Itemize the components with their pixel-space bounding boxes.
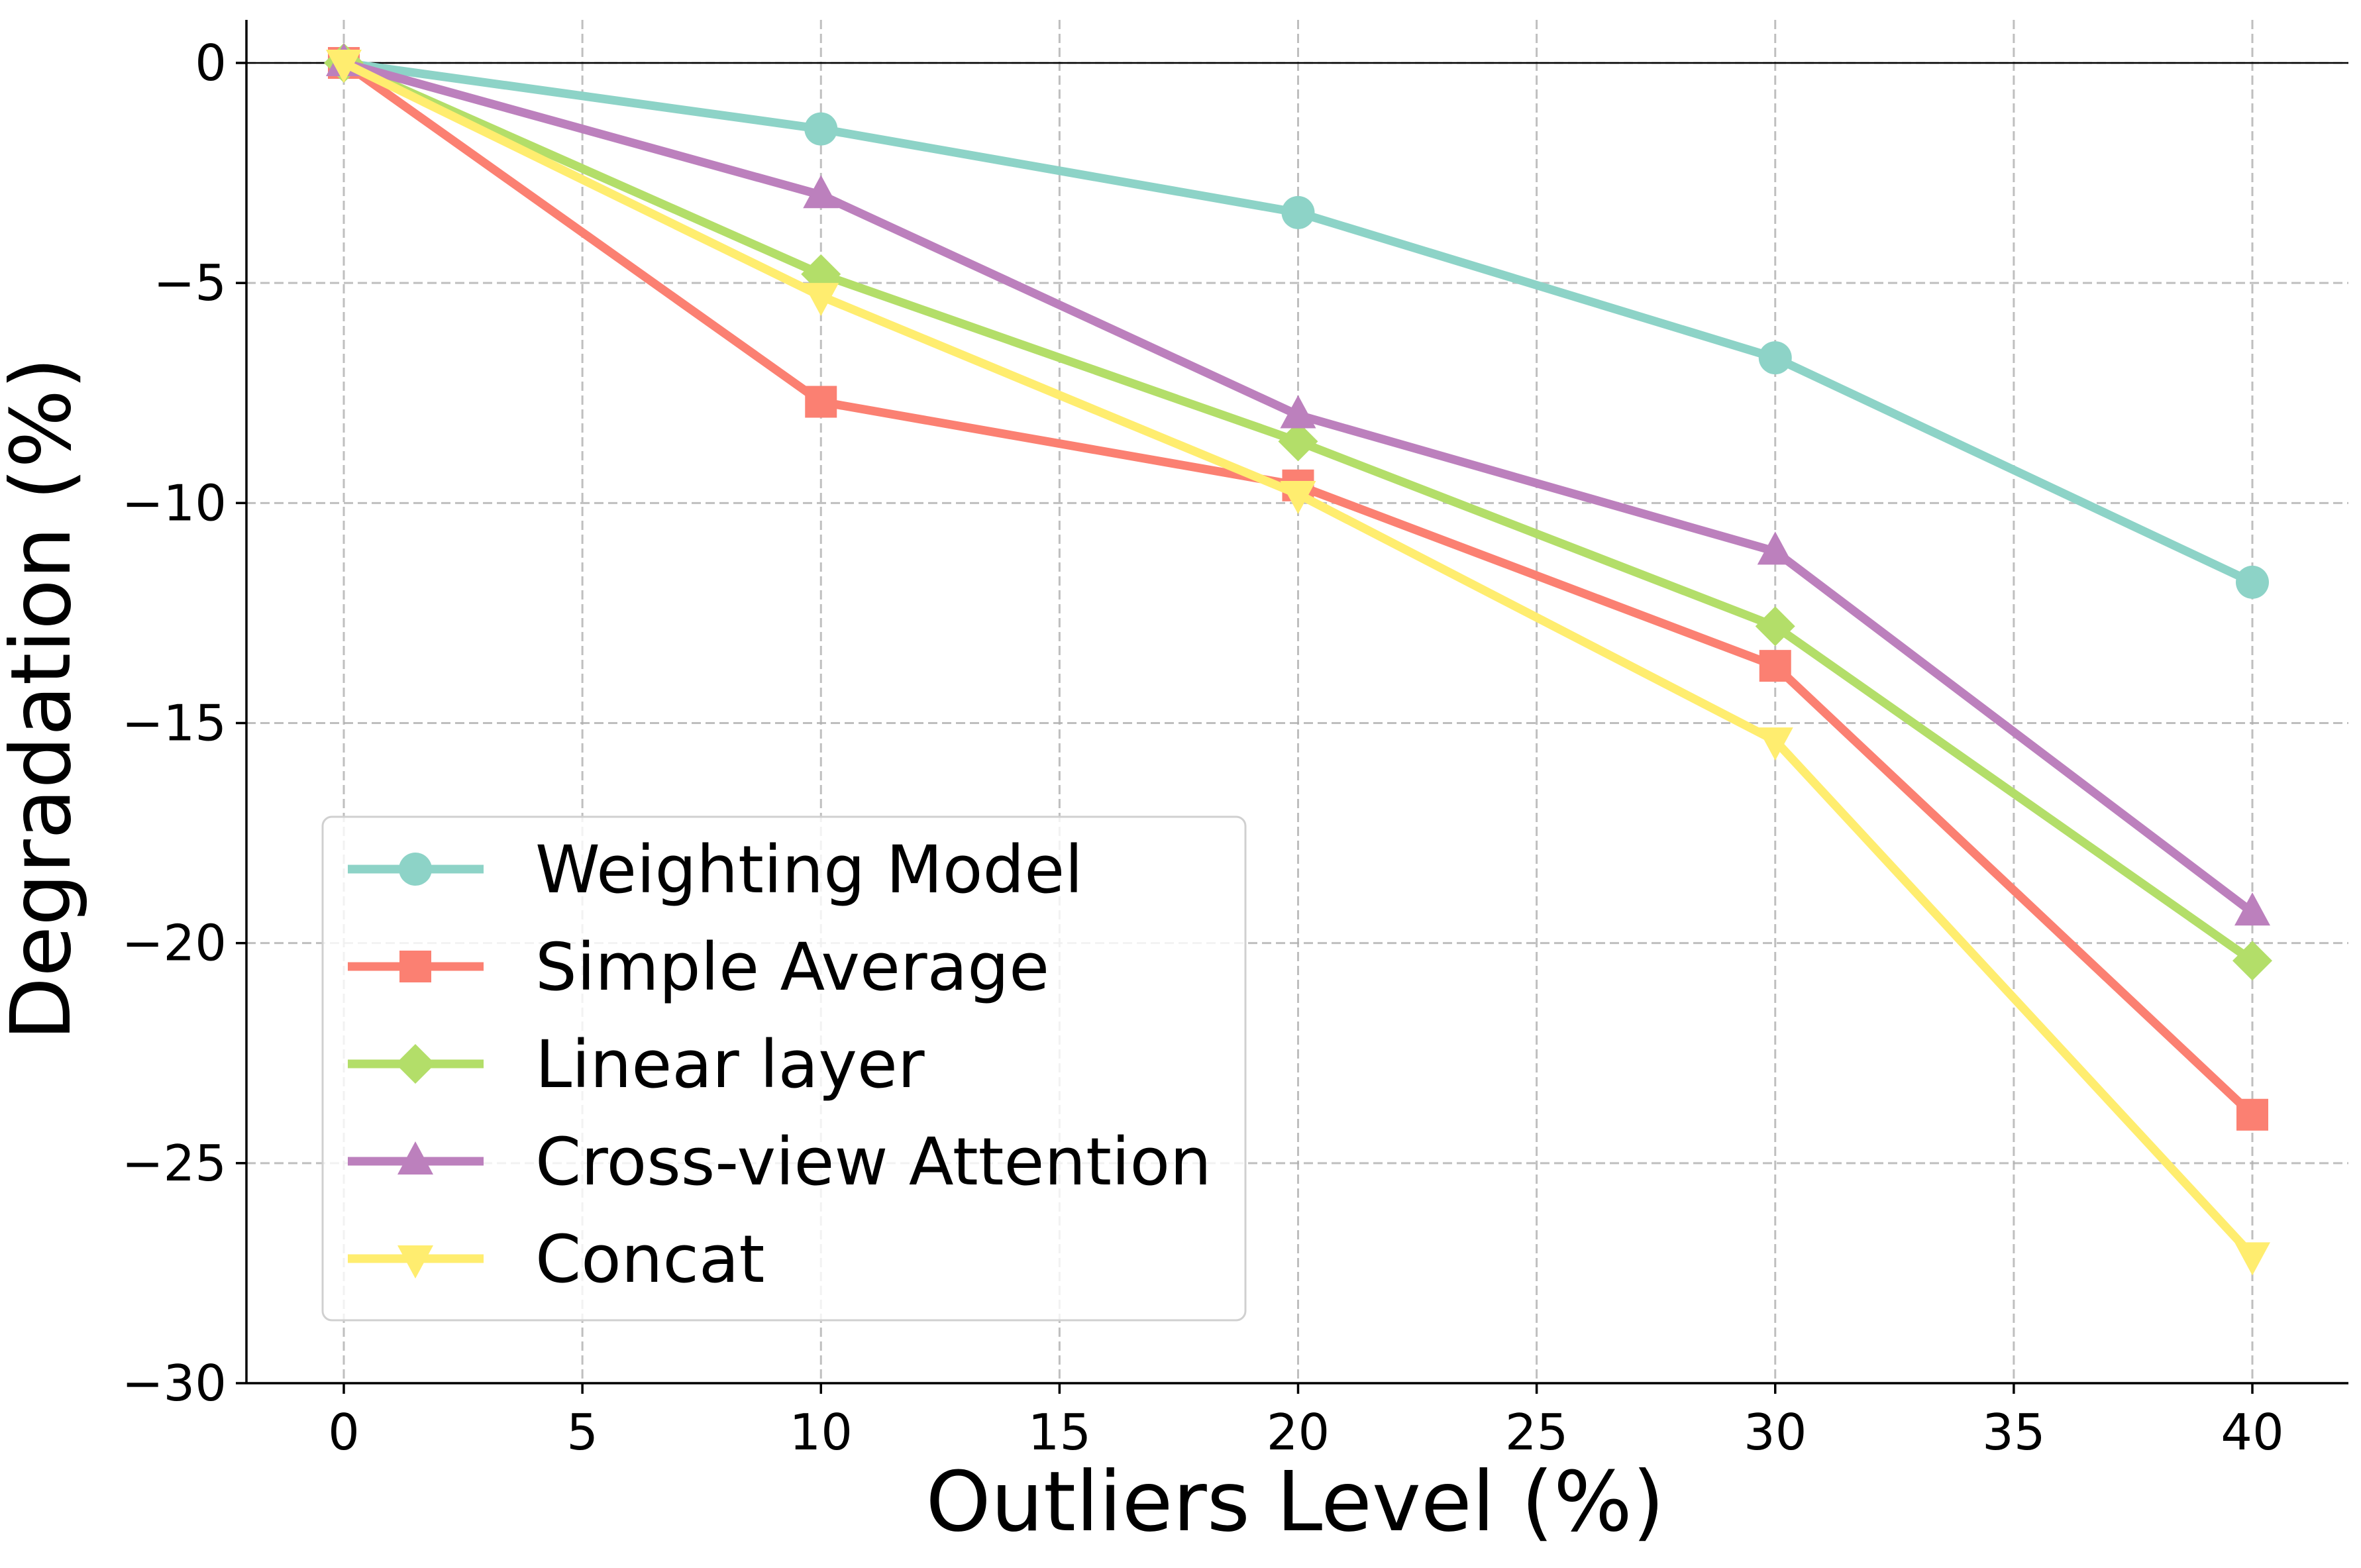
- x-axis-label: Outliers Level (%): [925, 1454, 1664, 1550]
- data-point-cross-view-attention-2: [1280, 395, 1316, 429]
- y-axis-label: Degradation (%): [0, 357, 89, 1041]
- data-point-concat-2: [1280, 481, 1316, 515]
- legend-marker-linear-layer: [395, 1044, 435, 1084]
- legend-label-concat: Concat: [535, 1222, 764, 1298]
- data-point-concat-0: [326, 50, 362, 83]
- x-tick-label-4: 20: [1267, 1403, 1330, 1461]
- legend-marker-cross-view-attention: [397, 1141, 433, 1175]
- legend-box: [321, 815, 1247, 1322]
- x-tick-label-5: 25: [1505, 1403, 1568, 1461]
- legend-item-weighting-model: Weighting Model: [348, 832, 1083, 908]
- y-tick-label-5: −25: [122, 1134, 227, 1192]
- y-tick-label-2: −10: [122, 474, 227, 532]
- y-tick-label-0: 0: [195, 34, 227, 92]
- data-point-simple-average-3: [1759, 650, 1791, 682]
- tick-labels-layer: 0 5 10 15 20 25 30 35 40 0 −5 −10 −15 −20 −25 −30: [122, 34, 2284, 1461]
- legend-marker-concat: [397, 1245, 433, 1279]
- data-point-linear-layer-4: [2232, 941, 2272, 981]
- legend-marker-simple-average: [399, 951, 431, 982]
- data-point-weighting-model-2: [1281, 195, 1315, 229]
- data-point-concat-1: [803, 283, 839, 317]
- data-point-simple-average-1: [805, 386, 837, 418]
- y-tick-label-1: −5: [153, 254, 227, 312]
- y-tick-label-6: −30: [122, 1354, 227, 1412]
- data-point-linear-layer-2: [1278, 421, 1318, 462]
- x-tick-label-2: 10: [790, 1403, 853, 1461]
- legend-marker-weighting-model: [399, 853, 432, 886]
- data-point-linear-layer-3: [1755, 606, 1795, 647]
- data-point-concat-4: [2234, 1242, 2270, 1276]
- data-point-cross-view-attention-3: [1757, 531, 1793, 565]
- x-tick-label-8: 40: [2221, 1403, 2283, 1461]
- x-tick-label-6: 30: [1744, 1403, 1807, 1461]
- legend-item-cross-view-attention: Cross-view Attention: [348, 1124, 1212, 1200]
- y-tick-label-4: −20: [122, 914, 227, 972]
- legend-label-weighting-model: Weighting Model: [535, 832, 1083, 908]
- data-point-concat-3: [1757, 727, 1793, 761]
- legend-item-concat: Concat: [348, 1222, 764, 1298]
- series-layer: [324, 43, 2272, 1276]
- series-cross-view-attention: [326, 43, 2270, 926]
- series-concat: [326, 50, 2270, 1276]
- x-tick-label-1: 5: [566, 1403, 598, 1461]
- legend-label-linear-layer: Linear layer: [535, 1027, 925, 1103]
- x-tick-label-0: 0: [328, 1403, 360, 1461]
- data-point-cross-view-attention-4: [2234, 892, 2270, 926]
- data-point-cross-view-attention-1: [803, 175, 839, 209]
- legend-label-cross-view-attention: Cross-view Attention: [535, 1124, 1212, 1200]
- legend-item-simple-average: Simple Average: [348, 929, 1049, 1006]
- data-point-simple-average-4: [2236, 1098, 2268, 1131]
- legend-label-simple-average: Simple Average: [535, 929, 1049, 1006]
- y-tick-label-3: −15: [122, 694, 227, 753]
- legend-item-linear-layer: Linear layer: [348, 1027, 925, 1103]
- data-point-weighting-model-4: [2236, 565, 2269, 599]
- data-point-weighting-model-3: [1758, 341, 1792, 375]
- legend: Weighting Model Simple Average Linear laye…: [321, 815, 1247, 1322]
- data-point-weighting-model-1: [804, 112, 838, 146]
- x-tick-label-3: 15: [1028, 1403, 1091, 1461]
- x-tick-label-7: 35: [1982, 1403, 2045, 1461]
